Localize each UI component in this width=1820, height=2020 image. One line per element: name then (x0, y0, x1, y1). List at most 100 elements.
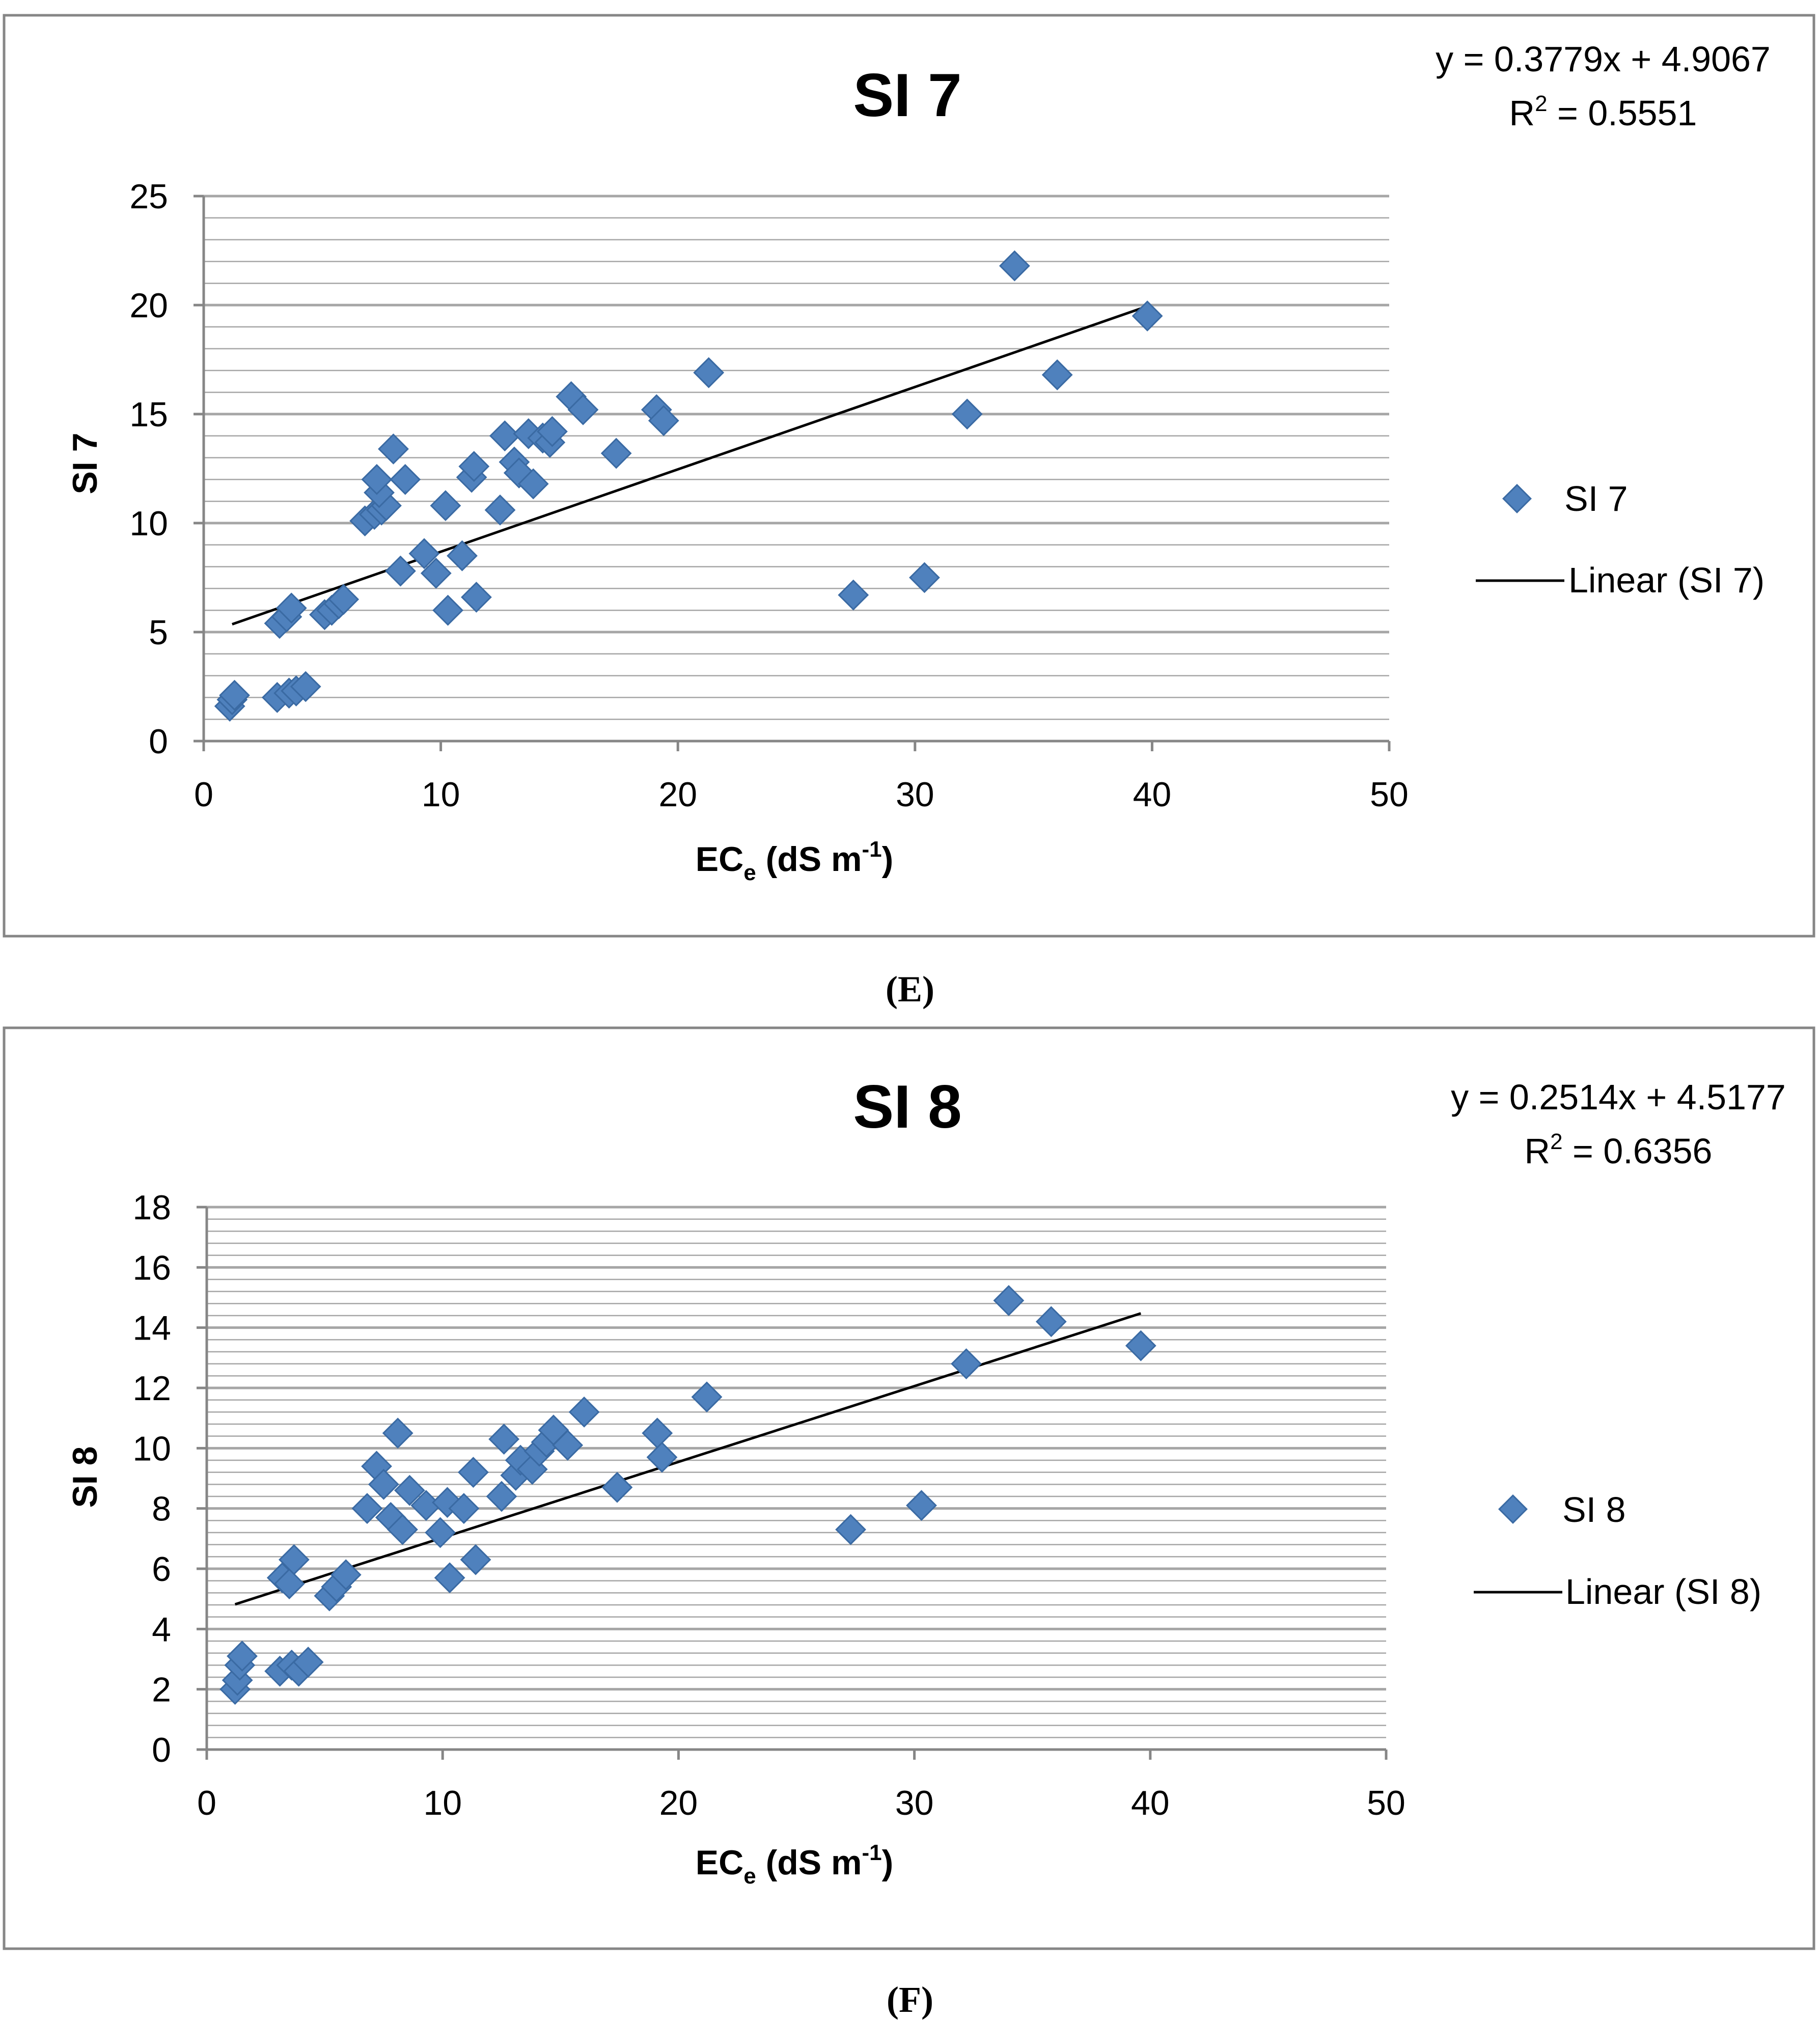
y-tick-label: 18 (132, 1188, 171, 1227)
data-point (420, 558, 452, 589)
data-point (273, 1568, 305, 1599)
y-tick-label: 12 (132, 1369, 171, 1408)
legend-trend-label: Linear (SI 7) (1568, 560, 1764, 600)
data-point (387, 1514, 418, 1545)
y-tick-label: 15 (129, 395, 168, 434)
data-point (290, 671, 321, 702)
y-tick-label: 6 (152, 1550, 171, 1589)
x-axis-title-subscript: e (743, 860, 756, 885)
panel-caption-f: (F) (887, 1979, 933, 2020)
data-point (408, 538, 440, 569)
chart-frame (3, 1026, 1815, 1950)
data-point (278, 1544, 310, 1575)
data-point (1125, 1330, 1156, 1361)
data-point (382, 1417, 413, 1449)
y-tick-label: 10 (132, 1429, 171, 1468)
data-point (219, 679, 250, 711)
data-point (601, 1471, 633, 1503)
data-point (567, 394, 599, 425)
chart-panel-f: 0 2 4 6 8 10 12 14 16 18 0 10 20 30 40 50 SI 8 y = 0.25… (3, 1026, 1815, 1950)
data-point (394, 1475, 425, 1506)
chart-panel-e: 0 5 10 15 20 25 0 10 20 30 40 50 SI 7 y = 0.3779x +… (3, 14, 1815, 938)
data-point (488, 1424, 520, 1455)
data-point (951, 1348, 982, 1380)
x-tick-label: 10 (422, 775, 460, 814)
data-point (434, 1562, 465, 1594)
data-point (517, 468, 549, 500)
data-point (1132, 300, 1163, 332)
data-point (361, 463, 393, 495)
data-point (484, 494, 516, 526)
x-tick-label: 20 (658, 775, 697, 814)
x-axis-title-superscript: -1 (862, 1840, 881, 1865)
data-points (219, 1285, 1156, 1705)
data-point (460, 1544, 491, 1575)
panel-caption-e: (E) (886, 969, 934, 1009)
legend: SI 8 Linear (SI 8) (1474, 1490, 1761, 1612)
x-tick-label: 10 (423, 1784, 462, 1822)
y-tick-label: 5 (149, 613, 168, 652)
data-point (410, 1490, 442, 1521)
legend: SI 7 Linear (SI 7) (1476, 479, 1764, 600)
trendline-group (234, 1312, 1142, 1606)
chart-title: SI 7 (853, 61, 961, 129)
x-axis-title-main: EC (696, 1843, 743, 1882)
x-axis-title-middle: (dS m (756, 1843, 862, 1882)
data-point (993, 1285, 1025, 1316)
data-points (214, 250, 1163, 722)
data-point (835, 1514, 866, 1545)
data-point (351, 1493, 383, 1524)
data-point (458, 1457, 489, 1488)
y-tick-label: 4 (152, 1610, 171, 1649)
r-squared-letter: R (1509, 93, 1535, 133)
data-point (648, 405, 679, 436)
gridlines (204, 195, 1389, 720)
trendline-group (232, 307, 1143, 625)
data-point (693, 357, 725, 389)
y-tick-label: 16 (132, 1248, 171, 1287)
data-point (448, 1493, 480, 1524)
trendline (234, 1312, 1142, 1606)
x-tick-label: 50 (1370, 775, 1409, 814)
x-tick-label: 50 (1367, 1784, 1405, 1822)
tick-labels: 0 5 10 15 20 25 0 10 20 30 40 50 (129, 177, 1408, 814)
y-tick-label: 0 (149, 722, 168, 761)
data-point (552, 1430, 584, 1461)
data-point (999, 250, 1030, 282)
data-point (691, 1381, 723, 1413)
data-point (909, 562, 940, 593)
r-squared-exponent: 2 (1550, 1129, 1562, 1154)
data-point (390, 463, 421, 495)
regression-equation: y = 0.3779x + 4.9067 (1436, 39, 1771, 79)
data-point (378, 433, 409, 465)
data-point (838, 579, 869, 611)
x-tick-label: 0 (197, 1784, 216, 1822)
data-point (568, 1396, 600, 1428)
regression-equation: y = 0.2514x + 4.5177 (1451, 1077, 1786, 1117)
legend-marker-icon (1502, 484, 1532, 513)
data-point (328, 584, 360, 615)
data-point (951, 398, 983, 430)
data-point (425, 1517, 456, 1548)
data-point (227, 1641, 258, 1672)
x-axis-title-superscript: -1 (862, 837, 881, 862)
x-axis-title-middle: (dS m (756, 840, 862, 879)
x-tick-label: 30 (895, 1784, 934, 1822)
y-tick-label: 0 (152, 1731, 171, 1769)
y-tick-label: 14 (132, 1309, 171, 1348)
r-squared: R2 = 0.5551 (1509, 91, 1697, 133)
x-axis-title-main: EC (696, 840, 743, 879)
r-squared-exponent: 2 (1535, 91, 1547, 116)
data-point (368, 1468, 399, 1500)
data-point (292, 1647, 324, 1678)
r-squared-letter: R (1525, 1131, 1551, 1171)
data-point (489, 420, 520, 452)
r-squared: R2 = 0.6356 (1525, 1129, 1713, 1171)
data-point (642, 1417, 673, 1449)
data-point (600, 438, 632, 469)
data-point (1041, 359, 1073, 391)
axes (194, 195, 1391, 751)
x-tick-label: 40 (1131, 1784, 1170, 1822)
x-tick-label: 40 (1133, 775, 1172, 814)
